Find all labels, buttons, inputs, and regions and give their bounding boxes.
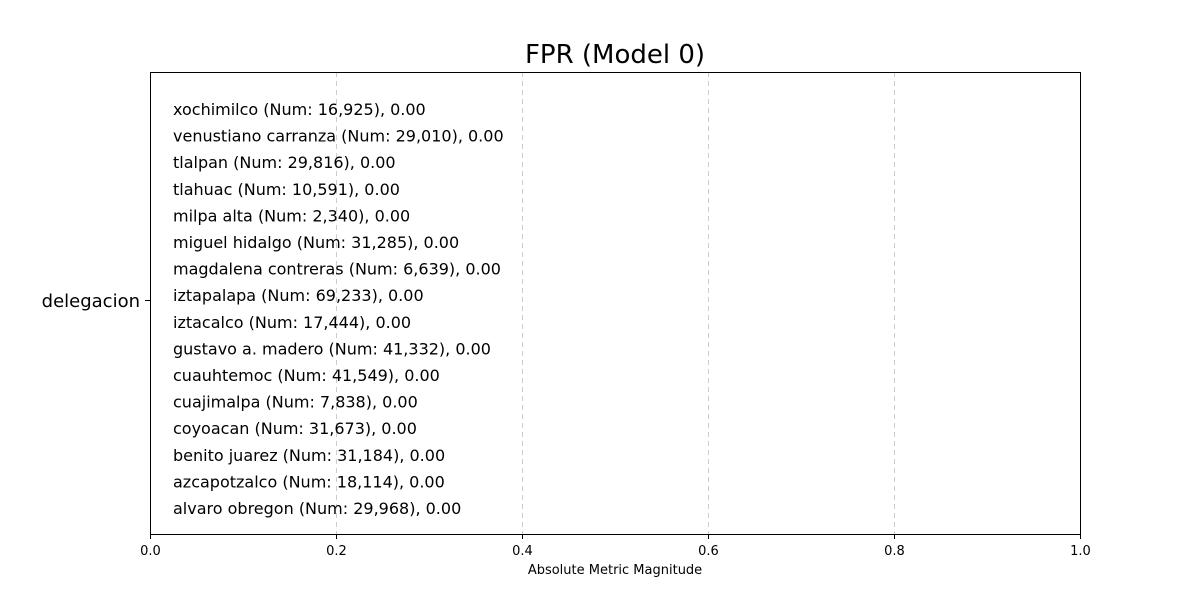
bar-label: benito juarez (Num: 31,184), 0.00: [173, 446, 445, 465]
bar-label: tlahuac (Num: 10,591), 0.00: [173, 180, 400, 199]
x-tick-label: 0.8: [884, 544, 905, 559]
x-tick-label: 0.0: [140, 544, 161, 559]
chart-title: FPR (Model 0): [525, 40, 705, 70]
bar-label: iztapalapa (Num: 69,233), 0.00: [173, 286, 424, 305]
bar-label: alvaro obregon (Num: 29,968), 0.00: [173, 499, 461, 518]
bar-label: venustiano carranza (Num: 29,010), 0.00: [173, 127, 504, 146]
bar-label: magdalena contreras (Num: 6,639), 0.00: [173, 260, 501, 279]
bar-label: cuajimalpa (Num: 7,838), 0.00: [173, 393, 418, 412]
x-tick-label: 0.4: [512, 544, 533, 559]
group-label: delegacion: [42, 291, 140, 312]
bar-label-layer: xochimilco (Num: 16,925), 0.00 venustiano…: [173, 100, 504, 518]
x-tick-label: 1.0: [1070, 544, 1091, 559]
x-axis-label: Absolute Metric Magnitude: [528, 563, 702, 578]
bar-label: iztacalco (Num: 17,444), 0.00: [173, 313, 411, 332]
bar-label: coyoacan (Num: 31,673), 0.00: [173, 419, 417, 438]
x-tick-label: 0.2: [326, 544, 347, 559]
x-tick-layer: 0.0 0.2 0.4 0.6 0.8 1.0: [140, 534, 1091, 559]
bar-label: cuauhtemoc (Num: 41,549), 0.00: [173, 366, 440, 385]
bar-label: milpa alta (Num: 2,340), 0.00: [173, 206, 410, 225]
bar-label: xochimilco (Num: 16,925), 0.00: [173, 100, 426, 119]
bar-label: miguel hidalgo (Num: 31,285), 0.00: [173, 233, 459, 252]
bar-label: gustavo a. madero (Num: 41,332), 0.00: [173, 339, 491, 358]
plot-frame: [150, 72, 1081, 535]
bar-label: azcapotzalco (Num: 18,114), 0.00: [173, 472, 445, 491]
grid-layer: [336, 72, 895, 534]
bar-label: tlalpan (Num: 29,816), 0.00: [173, 153, 396, 172]
x-tick-label: 0.6: [698, 544, 719, 559]
